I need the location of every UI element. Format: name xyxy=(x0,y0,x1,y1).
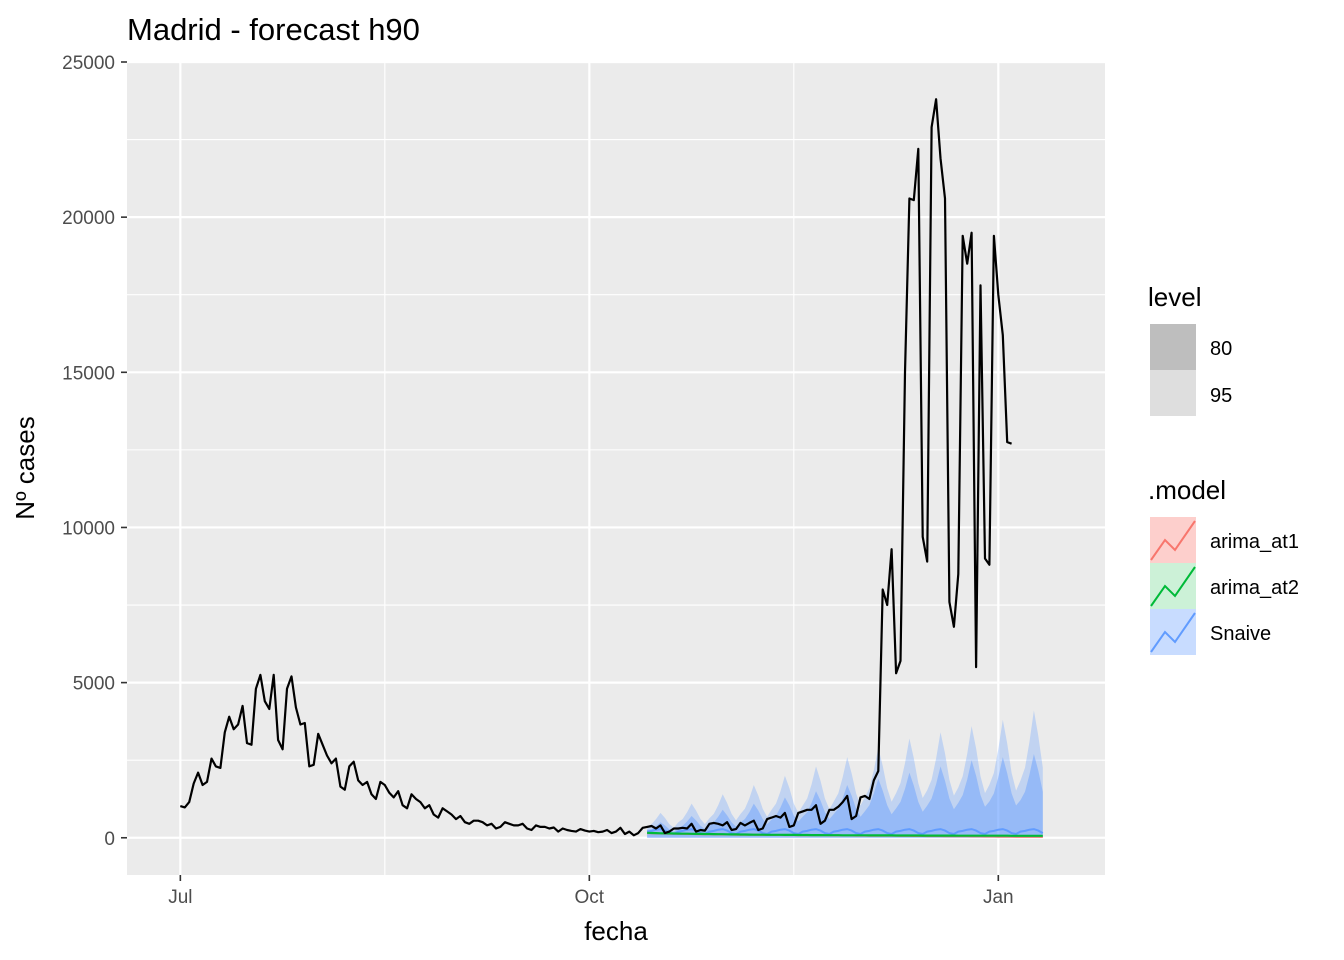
chart-title: Madrid - forecast h90 xyxy=(127,12,420,47)
legend-line-snaive xyxy=(1150,612,1196,653)
y-tick-label: 15000 xyxy=(62,363,115,384)
arima-at2-line xyxy=(647,831,1043,837)
x-tick-label: Jan xyxy=(983,887,1014,908)
y-tick-label: 5000 xyxy=(73,674,115,695)
legend-key-snaive xyxy=(1150,609,1196,655)
legend-model: .model arima_at1 arima_at2 Snaive xyxy=(1148,475,1299,655)
y-tick-label: 10000 xyxy=(62,518,115,539)
snaive-line xyxy=(646,828,1044,836)
legend-label-snaive: Snaive xyxy=(1210,623,1271,645)
series-lines xyxy=(179,98,1044,838)
legend-line-arima-at2 xyxy=(1150,566,1196,607)
x-tick-label: Oct xyxy=(575,887,605,908)
y-axis: 0 5000 10000 15000 20000 25000 xyxy=(62,53,127,850)
major-gridlines xyxy=(127,60,1105,875)
x-axis-title: fecha xyxy=(584,916,648,946)
legend-label-arima-at2: arima_at2 xyxy=(1210,577,1299,599)
x-axis: Jul Oct Jan xyxy=(168,875,1014,908)
y-tick-label: 20000 xyxy=(62,208,115,229)
snaive-interval-80 xyxy=(647,754,1043,838)
forecast-intervals xyxy=(647,710,1043,838)
legend-line-arima-at1 xyxy=(1150,520,1196,561)
panel-background xyxy=(127,62,1105,875)
legend-model-title: .model xyxy=(1148,475,1226,505)
x-tick-label: Jul xyxy=(168,887,192,908)
legend-key-80 xyxy=(1150,324,1196,370)
actual-cases-line xyxy=(179,98,1012,837)
legend-level: level 80 95 xyxy=(1148,282,1232,416)
legend-label-80: 80 xyxy=(1210,338,1232,360)
legend-level-title: level xyxy=(1148,282,1201,312)
y-tick-label: 25000 xyxy=(62,53,115,74)
plot-panel xyxy=(127,60,1105,875)
legend-label-95: 95 xyxy=(1210,385,1232,407)
legend-key-arima-at1 xyxy=(1150,517,1196,563)
legend-label-arima-at1: arima_at1 xyxy=(1210,531,1299,553)
y-axis-title: Nº cases xyxy=(10,416,40,519)
snaive-interval-95 xyxy=(647,710,1043,838)
legend-key-arima-at2 xyxy=(1150,563,1196,609)
minor-gridlines xyxy=(127,62,1105,875)
y-tick-label: 0 xyxy=(104,829,115,850)
legend-key-95 xyxy=(1150,370,1196,416)
